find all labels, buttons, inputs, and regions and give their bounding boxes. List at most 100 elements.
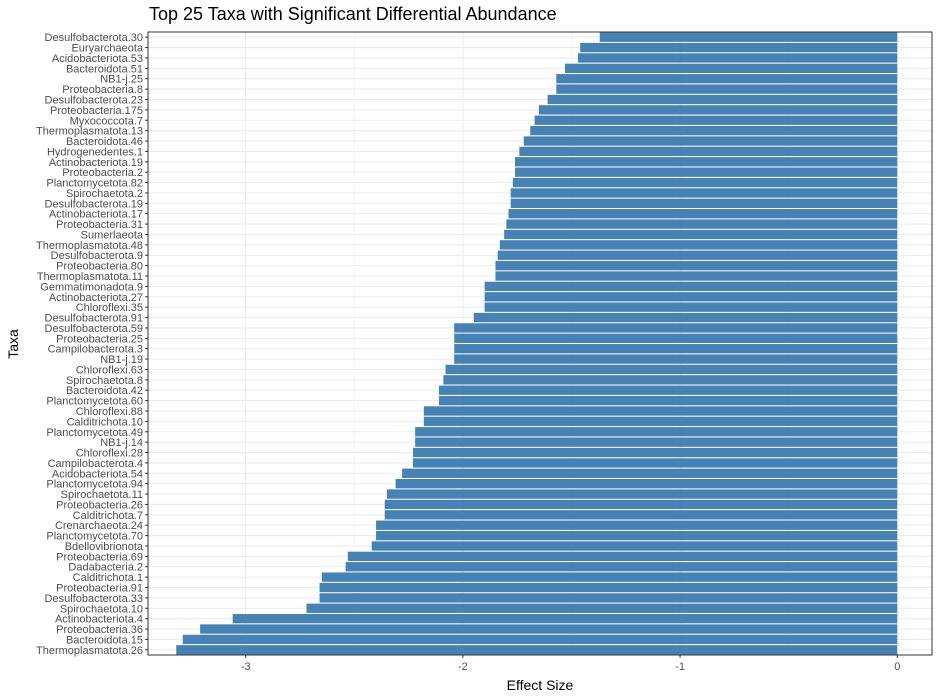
y-tick-label: Desulfobacterota.33: [45, 593, 143, 605]
bar: [510, 188, 898, 198]
y-tick-label: Calditrichota.7: [73, 510, 143, 522]
bar: [454, 354, 898, 364]
bar: [495, 271, 898, 281]
y-tick-label: Acidobacteriota.54: [52, 468, 143, 480]
y-tick-label: Chloroflexi.88: [76, 406, 143, 418]
y-tick-label: Dadabacteria.2: [68, 562, 143, 574]
bar: [376, 520, 898, 530]
y-tick-label: Planctomycetota.94: [46, 479, 143, 491]
bar: [384, 499, 898, 510]
y-tick-label: Hydrogenedentes.1: [47, 146, 143, 158]
y-tick-label: Bacteroidota.51: [66, 63, 143, 75]
y-tick-label: Calditrichota.10: [67, 416, 143, 428]
bar: [515, 167, 898, 177]
bar: [345, 562, 898, 572]
y-tick-label: Myxococcota.7: [70, 115, 143, 127]
bar: [415, 427, 898, 437]
y-axis-tick-labels: Desulfobacterota.30EuryarchaeotaAcidobac…: [36, 32, 148, 657]
y-tick-label: Planctomycetota.60: [46, 396, 143, 408]
bar: [306, 603, 898, 613]
bar: [473, 312, 898, 323]
bar: [512, 177, 898, 188]
y-tick-label: Proteobacteria.8: [62, 84, 143, 96]
y-tick-label: Calditrichota.1: [73, 572, 143, 584]
bar: [510, 198, 898, 208]
y-tick-label: Proteobacteria.2: [62, 167, 143, 179]
bar: [176, 645, 898, 655]
bar: [484, 302, 898, 312]
bar: [423, 416, 898, 427]
y-tick-label: Thermoplasmatota.13: [36, 126, 143, 138]
bar: [439, 395, 898, 406]
bar: [454, 323, 898, 333]
y-tick-label: Actinobacteriota.19: [49, 157, 143, 169]
bar: [232, 613, 898, 624]
bar: [423, 406, 898, 416]
x-tick-label: -3: [241, 661, 251, 673]
y-tick-label: Campilobacterota.4: [48, 458, 143, 470]
y-tick-label: Bdellovibrionota: [65, 541, 144, 553]
bars: [176, 32, 898, 655]
y-axis-title: Taxa: [5, 329, 21, 359]
y-tick-label: Spirochaetota.8: [66, 375, 143, 387]
bar: [484, 292, 898, 302]
bar: [538, 105, 898, 115]
y-tick-label: Planctomycetota.70: [46, 531, 143, 543]
bar: [200, 624, 898, 634]
y-tick-label: Spirochaetota.2: [66, 188, 143, 200]
bar: [321, 572, 898, 582]
y-tick-label: Bacteroidota.15: [66, 634, 143, 646]
bar: [454, 333, 898, 343]
bar: [376, 530, 898, 541]
y-tick-label: Acidobacteriota.53: [52, 53, 143, 65]
bar: [386, 489, 898, 499]
bar: [439, 385, 898, 395]
bar: [395, 479, 898, 489]
bar: [599, 32, 898, 42]
y-tick-label: Desulfobacterota.59: [45, 323, 143, 335]
y-tick-label: Desulfobacterota.19: [45, 198, 143, 210]
x-axis-tick-labels: -3 -2 -1 0: [241, 655, 900, 673]
bar: [564, 63, 898, 74]
y-tick-label: Campilobacterota.3: [48, 344, 143, 356]
bar: [484, 281, 898, 292]
bar: [530, 125, 898, 136]
bar: [506, 219, 898, 229]
y-tick-label: Actinobacteriota.27: [49, 292, 143, 304]
y-tick-label: Proteobacteria.31: [56, 219, 143, 231]
y-tick-label: Spirochaetota.11: [61, 489, 143, 501]
bar: [534, 115, 898, 125]
y-tick-label: Euryarchaeota: [71, 43, 143, 55]
y-tick-label: Gemmatimonadota.9: [40, 281, 143, 293]
bar: [515, 157, 898, 167]
y-tick-label: Proteobacteria.69: [56, 551, 143, 563]
y-tick-label: Desulfobacterota.91: [45, 313, 143, 325]
y-tick-label: Proteobacteria.25: [56, 333, 143, 345]
y-tick-label: Thermoplasmatota.26: [36, 645, 143, 657]
bar: [580, 42, 898, 53]
y-tick-label: Planctomycetota.49: [46, 427, 143, 439]
y-tick-label: Desulfobacterota.23: [45, 94, 143, 106]
y-tick-label: Sumerlaeota: [81, 229, 144, 241]
bar: [319, 593, 898, 603]
y-tick-label: Chloroflexi.28: [76, 448, 143, 460]
bar: [319, 582, 898, 593]
y-tick-label: Proteobacteria.26: [56, 499, 143, 511]
bar: [523, 136, 898, 146]
bar: [182, 634, 898, 645]
x-tick-label: 0: [894, 661, 900, 673]
y-tick-label: Thermoplasmatota.48: [36, 240, 143, 252]
bar: [454, 344, 898, 354]
bar: [412, 447, 898, 458]
y-tick-label: NB1-j.14: [100, 437, 143, 449]
bar: [519, 146, 898, 157]
bar: [384, 510, 898, 520]
bar: [347, 551, 898, 562]
y-tick-label: Chloroflexi.35: [76, 302, 143, 314]
plot-border: [147, 31, 933, 656]
bar: [504, 229, 898, 240]
bar: [445, 364, 898, 375]
y-tick-label: Desulfobacterota.30: [45, 32, 143, 44]
y-tick-label: NB1-j.25: [100, 74, 143, 86]
